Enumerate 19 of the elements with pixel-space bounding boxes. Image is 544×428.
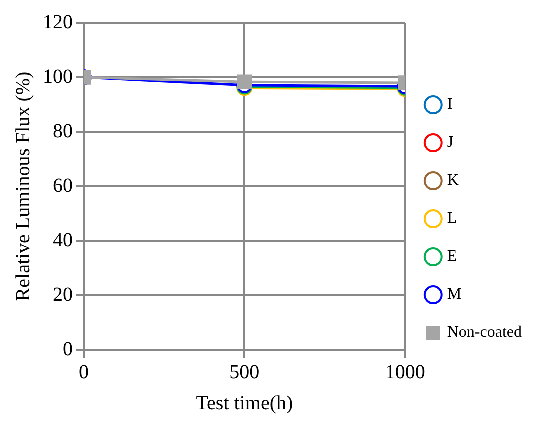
legend-label: K (447, 172, 460, 190)
y-tick-label: 0 (63, 338, 73, 360)
legend-label: I (447, 96, 453, 114)
x-axis-title: Test time(h) (196, 392, 294, 414)
y-tick-label: 20 (53, 284, 73, 306)
y-tick-label: 100 (43, 66, 73, 88)
y-axis-title: Relative Luminous Flux (%) (12, 72, 34, 302)
x-tick-label: 0 (79, 361, 89, 384)
y-tick-label: 60 (53, 174, 73, 197)
legend-label: J (447, 134, 454, 152)
legend-label: M (447, 286, 462, 304)
y-tick-label: 120 (43, 11, 73, 34)
x-tick-label: 500 (230, 361, 260, 384)
legend-label: E (447, 248, 458, 266)
y-tick-label: 80 (53, 120, 73, 142)
legend-label: Non-coated (447, 324, 522, 342)
y-tick-label: 40 (53, 229, 73, 252)
legend-label: L (447, 210, 458, 228)
x-tick-label: 1000 (385, 361, 426, 384)
